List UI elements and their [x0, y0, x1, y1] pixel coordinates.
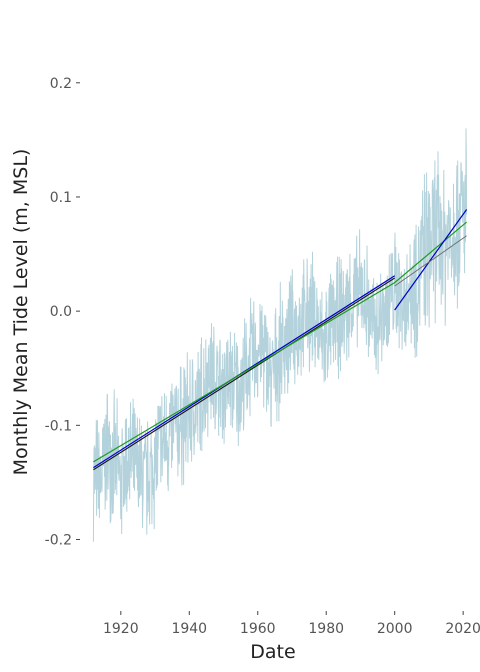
plot-area — [92, 128, 468, 542]
x-tick-label: 1920 — [103, 621, 139, 637]
y-tick-label: 0.2 — [50, 76, 72, 92]
x-tick-label: 2000 — [377, 621, 413, 637]
recent-fit-blue-line — [394, 209, 468, 311]
trend-lines — [93, 209, 468, 471]
y-tick-label: 0.1 — [50, 190, 72, 206]
y-axis-title: Monthly Mean Tide Level (m, MSL) — [10, 149, 32, 476]
x-axis: 1920 1940 1960 1980 2000 2020 — [103, 611, 480, 637]
y-tick-label: -0.2 — [45, 532, 72, 548]
x-axis-title: Date — [250, 641, 295, 663]
recent-fit-grey-line — [394, 235, 467, 287]
x-tick-label: 2020 — [445, 621, 480, 637]
y-tick-label: 0.0 — [50, 304, 72, 320]
x-tick-label: 1980 — [308, 621, 344, 637]
y-tick-label: -0.1 — [45, 418, 72, 434]
monthly-mean-series — [92, 128, 468, 542]
x-tick-label: 1960 — [240, 621, 276, 637]
x-tick-label: 1940 — [171, 621, 207, 637]
long-term-fit-dark-line — [93, 277, 396, 471]
y-axis: -0.2 -0.1 0.0 0.1 0.2 — [45, 76, 80, 548]
